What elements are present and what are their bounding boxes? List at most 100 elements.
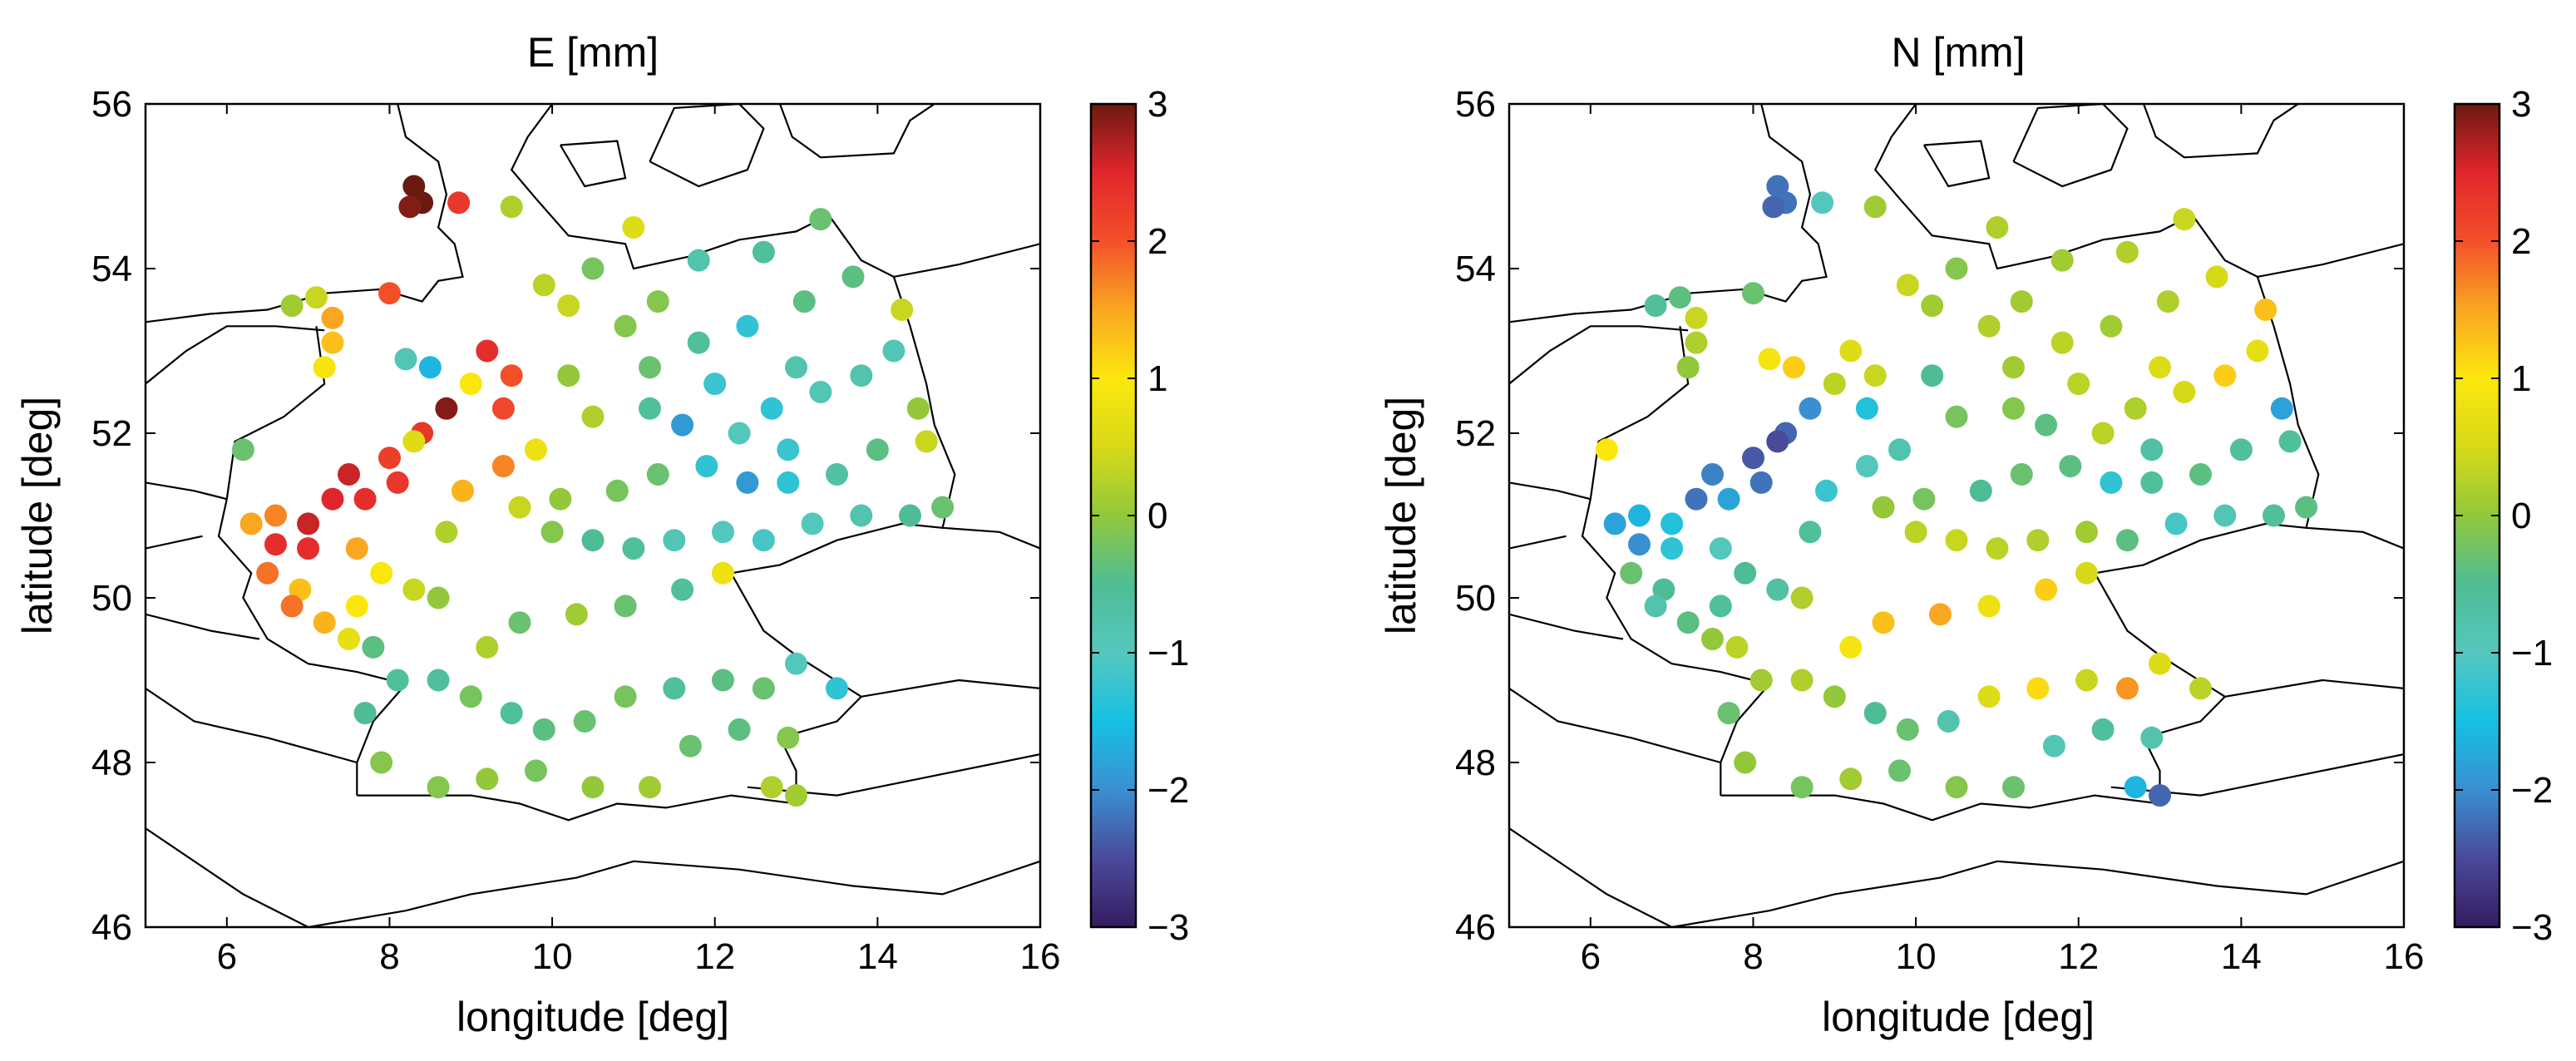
coastline-6 xyxy=(146,325,325,385)
coastline-1 xyxy=(1898,198,2404,279)
station-point xyxy=(540,521,564,544)
coastline-13 xyxy=(942,526,1040,550)
x-tick-label: 12 xyxy=(694,936,735,977)
coastline-16 xyxy=(146,481,228,501)
station-point xyxy=(1628,533,1651,556)
colorbar-tick-label: 3 xyxy=(1147,84,1167,125)
station-point xyxy=(557,364,580,387)
coastline-7 xyxy=(1581,326,1772,796)
station-point xyxy=(1904,521,1927,544)
station-point xyxy=(313,356,336,379)
station-point xyxy=(2229,438,2253,461)
station-point xyxy=(663,677,686,700)
station-point xyxy=(1685,487,1708,511)
coastline-6 xyxy=(1509,325,1689,385)
station-point xyxy=(785,652,807,675)
station-point xyxy=(639,356,661,379)
station-point xyxy=(2091,718,2115,741)
station-point xyxy=(398,195,422,219)
station-point xyxy=(646,290,669,313)
station-point xyxy=(728,718,751,741)
station-point xyxy=(353,487,377,511)
station-point xyxy=(1863,195,1887,219)
y-axis-ticks: 46 48 50 52 54 56 xyxy=(91,84,1040,948)
x-tick-label: 10 xyxy=(1896,936,1937,977)
station-point xyxy=(402,578,426,601)
station-point xyxy=(850,364,873,387)
station-point xyxy=(2295,496,2318,519)
station-point xyxy=(321,306,344,329)
station-point xyxy=(1782,356,1805,379)
station-point xyxy=(2002,356,2025,379)
station-point xyxy=(378,282,401,305)
coastline-4 xyxy=(2012,104,2129,188)
station-point xyxy=(695,455,718,478)
station-point xyxy=(646,463,669,486)
station-point xyxy=(622,537,645,560)
station-point xyxy=(2270,397,2293,420)
station-point xyxy=(1749,669,1773,692)
station-point xyxy=(2173,381,2196,403)
station-point xyxy=(353,702,377,725)
station-point xyxy=(581,776,605,799)
coastline-8 xyxy=(1720,572,2227,822)
station-point xyxy=(338,628,360,650)
station-point xyxy=(2205,265,2228,289)
station-point xyxy=(1855,455,1878,478)
station-point xyxy=(1676,356,1700,379)
station-point xyxy=(264,504,287,527)
station-point xyxy=(671,578,694,601)
station-point xyxy=(1888,438,1911,461)
station-point xyxy=(785,784,807,807)
station-point xyxy=(402,430,426,453)
coastline-3 xyxy=(1922,140,1991,188)
station-point xyxy=(280,595,303,618)
station-point xyxy=(459,373,482,396)
station-point xyxy=(891,299,914,321)
station-point xyxy=(2213,504,2237,527)
station-point xyxy=(777,438,800,461)
y-tick-label: 52 xyxy=(1455,413,1496,454)
station-point xyxy=(639,776,661,799)
station-point xyxy=(386,669,409,692)
station-point xyxy=(1742,282,1764,305)
station-point xyxy=(752,677,775,700)
station-point xyxy=(297,512,320,535)
x-axis-ticks: 6 8 10 12 14 16 xyxy=(1581,104,2424,977)
station-point xyxy=(418,356,442,379)
station-point xyxy=(1986,216,2009,239)
station-point xyxy=(1945,776,1968,799)
x-axis-label: longitude [deg] xyxy=(456,994,729,1040)
station-point xyxy=(2263,504,2285,527)
station-point xyxy=(459,685,482,708)
station-point xyxy=(1811,191,1834,215)
station-point xyxy=(321,487,344,511)
station-point xyxy=(1912,487,1936,511)
station-point xyxy=(500,702,523,725)
station-point xyxy=(2010,463,2033,486)
y-tick-label: 54 xyxy=(1455,249,1496,289)
coastline-2 xyxy=(1873,104,1917,200)
coastline-17 xyxy=(146,687,358,764)
station-point xyxy=(1863,702,1887,725)
station-point xyxy=(1668,286,1691,309)
station-point xyxy=(792,290,816,313)
station-point xyxy=(581,405,605,428)
colorbar-tick-label: 1 xyxy=(1147,358,1167,399)
coastline-14 xyxy=(146,613,260,640)
coastline-14 xyxy=(1509,613,1624,640)
station-point xyxy=(2149,652,2171,675)
station-point xyxy=(1685,331,1708,354)
colorbar-tick-label: 0 xyxy=(2511,496,2531,536)
station-point xyxy=(1762,195,1785,219)
station-point xyxy=(345,595,368,618)
station-point xyxy=(435,521,458,544)
coastline-10 xyxy=(146,827,1040,927)
station-point xyxy=(362,635,385,659)
station-point xyxy=(915,430,938,453)
colorbar-tick-label: −1 xyxy=(1147,633,1189,674)
station-point xyxy=(614,685,637,708)
station-point xyxy=(370,751,393,774)
